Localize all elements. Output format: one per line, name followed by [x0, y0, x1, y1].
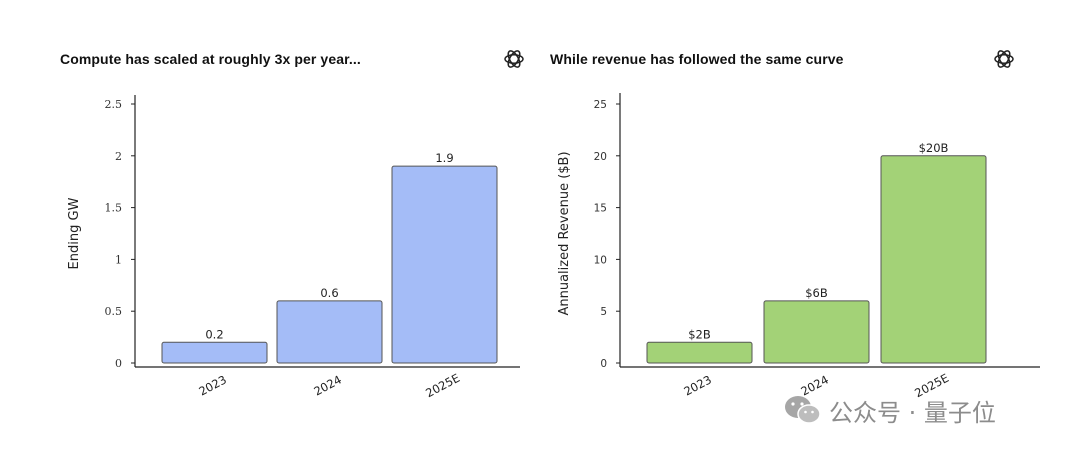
bar-data-label: $2B — [688, 327, 711, 341]
watermark: 公众号 · 量子位 — [783, 390, 996, 430]
openai-logo-icon — [504, 50, 524, 68]
bar — [276, 300, 383, 364]
watermark-text: 公众号 · 量子位 — [829, 398, 996, 427]
bar — [646, 341, 753, 364]
x-tick-label: 2024 — [311, 372, 343, 398]
compute-chart-panel: Compute has scaled at roughly 3x per yea… — [60, 50, 524, 401]
y-tick-label: 5 — [600, 306, 607, 318]
wechat-icon — [785, 396, 821, 424]
compute-bar-chart: 0 0.5 1 1.5 2 2.5 Ending GW 0.2 2023 0.6 2024 1.9 20… — [67, 95, 520, 401]
y-axis-title: Annualized Revenue ($B) — [557, 151, 572, 315]
bar-data-label: 1.9 — [435, 151, 453, 165]
y-tick-label: 2 — [115, 150, 122, 163]
x-tick-label: 2025E — [423, 371, 462, 401]
revenue-chart-panel: While revenue has followed the same curv… — [540, 0, 1080, 454]
bar — [880, 155, 987, 364]
revenue-bar-chart: 0 5 10 15 20 25 Annualized Revenue ($B) $2B 2023… — [557, 93, 1040, 400]
y-tick-label: 1.5 — [105, 202, 123, 215]
bar-data-label: $20B — [919, 141, 949, 155]
y-tick-label: 2.5 — [105, 98, 123, 111]
bar-data-label: $6B — [805, 286, 828, 300]
y-tick-label: 0 — [115, 357, 122, 370]
y-tick-label: 0 — [600, 358, 607, 370]
y-tick-label: 20 — [594, 151, 607, 163]
chart-title: Compute has scaled at roughly 3x per yea… — [60, 51, 361, 67]
y-tick-label: 15 — [594, 203, 607, 215]
y-tick-label: 0.5 — [105, 305, 123, 318]
bar-data-label: 0.6 — [320, 286, 338, 300]
bar — [391, 165, 498, 364]
y-axis-title: Ending GW — [67, 197, 82, 269]
x-tick-label: 2023 — [681, 372, 713, 398]
x-tick-label: 2023 — [196, 372, 228, 398]
bar — [161, 341, 268, 364]
bar-data-label: 0.2 — [205, 327, 223, 341]
y-tick-label: 1 — [115, 253, 122, 266]
chart-title: While revenue has followed the same curv… — [550, 51, 844, 67]
y-tick-label: 25 — [594, 99, 607, 111]
y-tick-label: 10 — [594, 254, 607, 266]
openai-logo-icon — [994, 50, 1014, 68]
bar — [763, 300, 870, 364]
